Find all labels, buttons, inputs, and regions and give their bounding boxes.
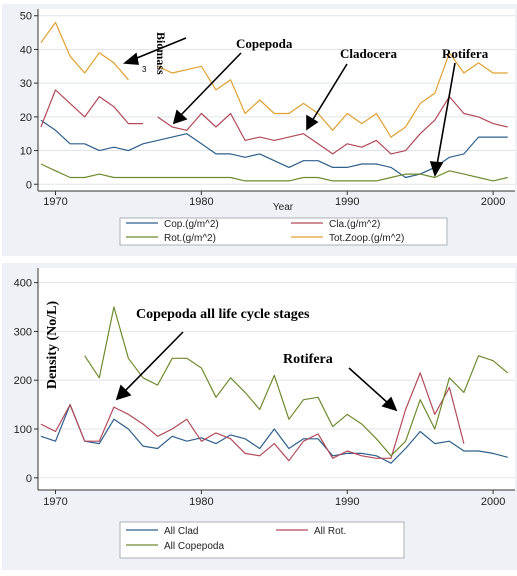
top-legend-entries: Cop.(g/m^2) Cla.(g/m^2) Rot.(g/m^2) Tot.Zoo… (126, 219, 404, 244)
y-tick-label: 100 (14, 424, 32, 436)
bottom-y-axis: 0 100 200 300 400 (14, 268, 39, 490)
legend-label: Cop.(g/m^2) (164, 219, 219, 230)
y-tick-label: 30 (20, 78, 32, 90)
x-tick-label: 1970 (43, 496, 67, 508)
arrowhead-copepoda (172, 109, 188, 125)
y-tick-label: 40 (20, 44, 32, 56)
arrow-copepoda-stages (123, 331, 184, 393)
top-arrows (122, 37, 456, 177)
series-line-rot-g-m-2- (40, 163, 508, 182)
top-x-axis: 1970 1980 1990 2000 (38, 190, 515, 208)
bottom-legend-entries: All Clad All Rot. All Copepoda (126, 526, 346, 552)
legend-label: All Clad (164, 526, 198, 537)
y-tick-label: 50 (20, 11, 32, 23)
series-line-cop-g-m-2- (40, 119, 508, 179)
arrow-rotifera-density (348, 367, 390, 405)
x-tick-label: 1970 (43, 196, 67, 208)
x-tick-label: 1990 (335, 196, 359, 208)
y-tick-label: 300 (14, 326, 32, 338)
top-annotation-cladocera: Cladocera (340, 46, 398, 61)
bottom-y-axis-label: Density (No/L) (45, 301, 60, 390)
arrow-biomass (131, 37, 187, 61)
arrow-cladocera (311, 63, 348, 122)
top-annotation-biomass-sub: 3 (142, 65, 147, 74)
top-grid (38, 15, 515, 185)
x-tick-label: 1980 (189, 496, 213, 508)
y-tick-label: 20 (20, 112, 32, 124)
legend-label: All Copepoda (164, 541, 224, 552)
legend-label: Rot.(g/m^2) (164, 233, 216, 244)
bottom-panel: 0 100 200 300 400 1970 1980 1990 2000 Density (… (2, 263, 517, 570)
x-tick-label: 2000 (481, 496, 505, 508)
series-line-tot-zoop-g-m-2- (40, 21, 129, 81)
bottom-annotation-rotifera: Rotifera (283, 352, 333, 367)
x-tick-label: 1990 (335, 496, 359, 508)
legend-label: Cla.(g/m^2) (329, 219, 380, 230)
legend-label: Tot.Zoop.(g/m^2) (329, 233, 404, 244)
top-panel: 0 10 20 30 40 50 1970 1980 1990 2000 Year Biomas… (2, 4, 517, 256)
x-tick-label: 1980 (189, 196, 213, 208)
series-line-all-clad (40, 404, 508, 464)
top-annotation-copepoda: Copepoda (236, 36, 293, 51)
arrow-rotifera (436, 62, 456, 166)
top-plot-area (38, 9, 515, 191)
arrowhead-cladocera (306, 114, 319, 131)
y-tick-label: 0 (26, 473, 32, 485)
series-line-all-copepoda (84, 306, 509, 457)
bottom-plot-area (38, 268, 515, 490)
series-line-all-rot- (40, 372, 465, 462)
bottom-arrows (115, 331, 398, 412)
top-annotation-biomass: Biomass (154, 32, 168, 75)
arrowhead-rotifera-density (381, 396, 398, 412)
bottom-x-axis: 1970 1980 1990 2000 (38, 489, 515, 508)
top-y-axis: 0 10 20 30 40 50 (20, 9, 39, 191)
bottom-series-lines (40, 306, 509, 464)
series-line-cla-g-m-2- (40, 89, 143, 128)
top-annotation-rotifera: Rotifera (442, 46, 489, 61)
arrow-copepoda (179, 52, 242, 117)
bottom-legend (119, 521, 405, 559)
arrowhead-copepoda-stages (115, 384, 132, 401)
y-tick-label: 0 (26, 179, 32, 191)
arrowhead-rotifera (429, 161, 444, 177)
top-x-axis-label: Year (273, 202, 294, 213)
x-tick-label: 2000 (481, 196, 505, 208)
arrowhead-biomass (122, 52, 139, 65)
series-line-tot-zoop-g-m-2- (157, 52, 508, 138)
bottom-annotation-copepoda: Copepoda all life cycle stages (136, 307, 310, 322)
legend-label: All Rot. (314, 526, 346, 537)
top-legend (119, 217, 448, 246)
y-tick-label: 10 (20, 146, 32, 158)
y-tick-label: 400 (14, 278, 32, 290)
y-tick-label: 200 (14, 375, 32, 387)
